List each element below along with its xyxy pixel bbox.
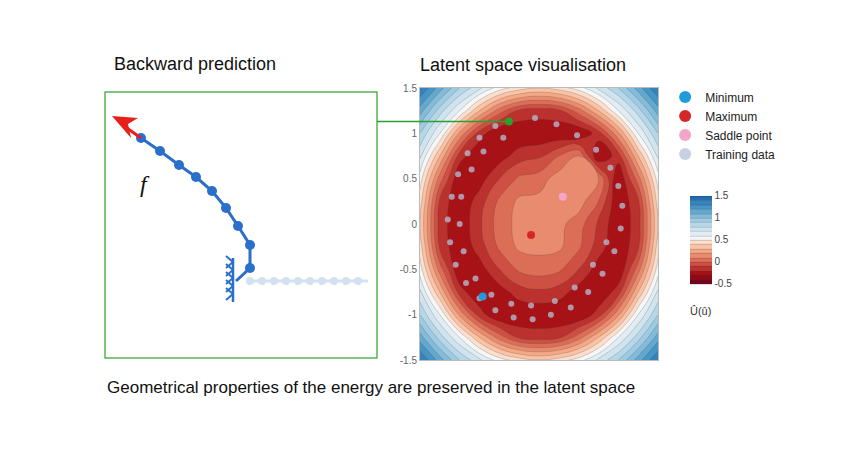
svg-text:1: 1 — [715, 212, 721, 223]
svg-text:1.5: 1.5 — [403, 83, 417, 94]
svg-text:0: 0 — [715, 256, 721, 267]
svg-text:-1.5: -1.5 — [400, 355, 418, 366]
svg-text:0: 0 — [411, 219, 417, 230]
svg-text:0.5: 0.5 — [715, 234, 729, 245]
svg-text:Latent space visualisation: Latent space visualisation — [420, 55, 626, 75]
svg-text:-0.5: -0.5 — [400, 264, 418, 275]
html-text:Geometrical properties of the: Geometrical properties of the energy are… — [107, 378, 636, 397]
svg-text:Û(û): Û(û) — [690, 305, 711, 317]
svg-text:-0.5: -0.5 — [715, 278, 733, 289]
svg-text:f: f — [140, 171, 150, 197]
svg-text:0.5: 0.5 — [403, 173, 417, 184]
svg-text:Minimum: Minimum — [705, 91, 754, 105]
svg-text:Maximum: Maximum — [705, 110, 757, 124]
svg-text:-1: -1 — [408, 309, 417, 320]
svg-text:1.5: 1.5 — [715, 190, 729, 201]
html-text:Backward prediction: Backward prediction — [114, 54, 277, 74]
svg-text:Training data: Training data — [705, 148, 775, 162]
svg-text:1: 1 — [411, 128, 417, 139]
svg-text:Saddle point: Saddle point — [705, 129, 772, 143]
